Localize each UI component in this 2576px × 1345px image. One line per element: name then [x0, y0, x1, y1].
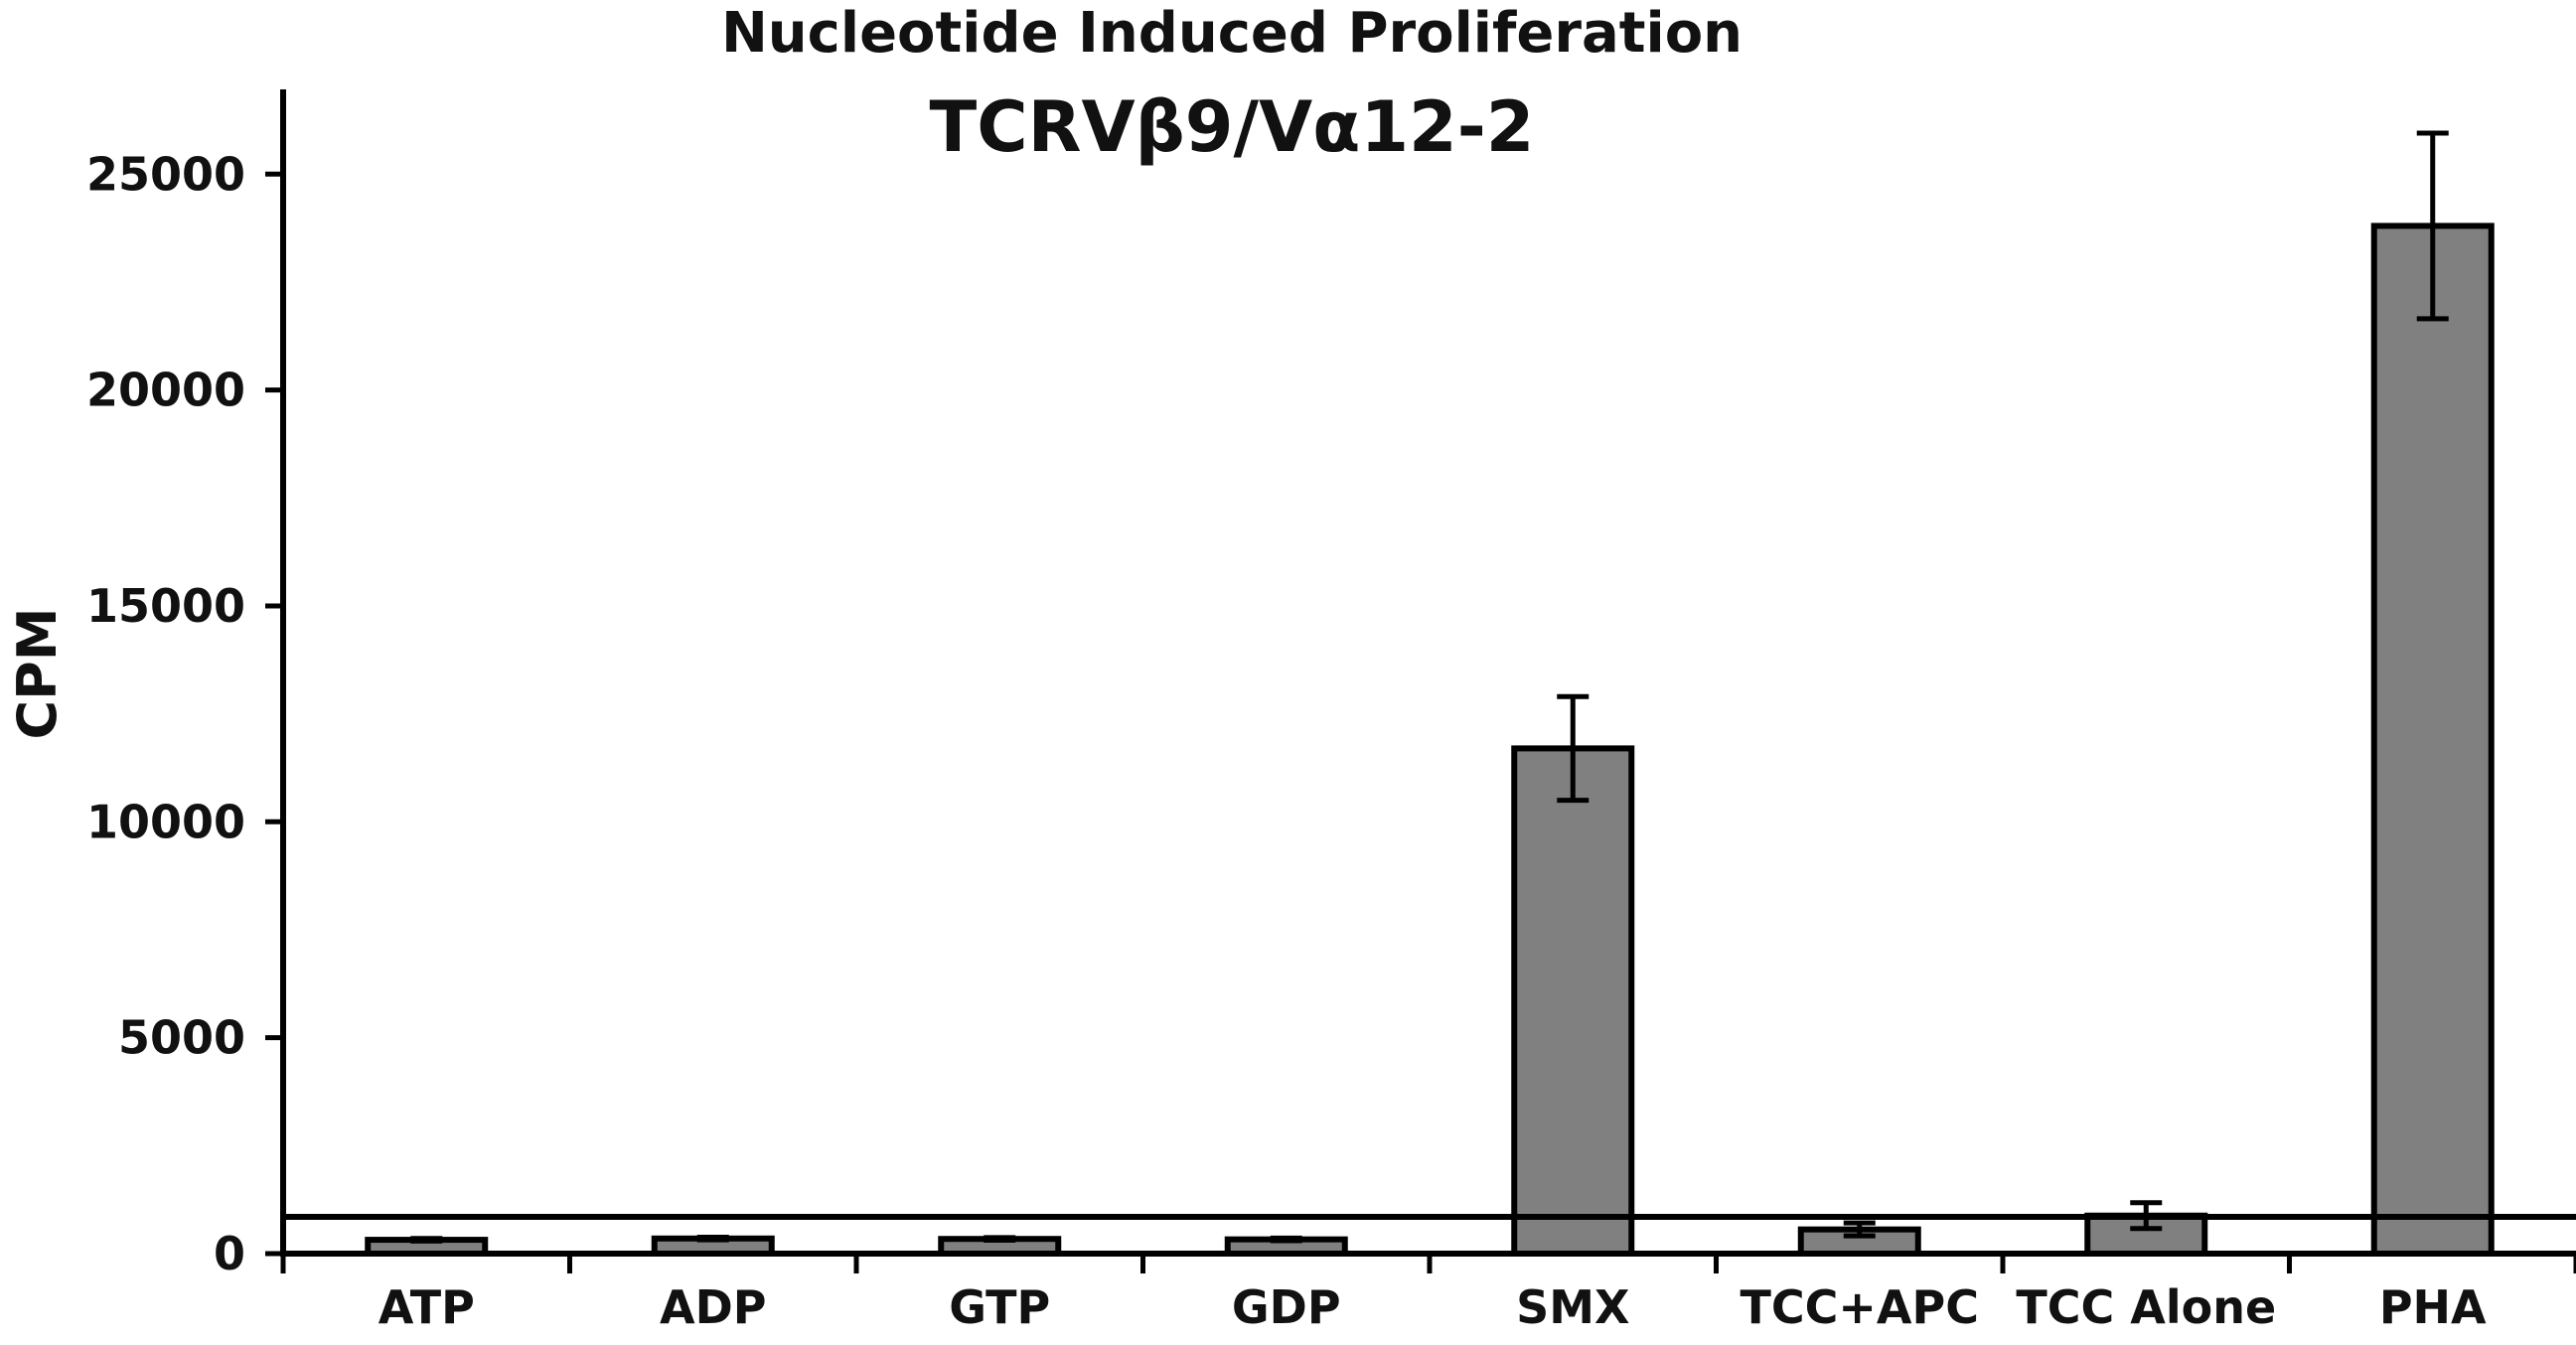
x-tick-label: ATP — [379, 1280, 475, 1334]
y-tick-label: 10000 — [86, 795, 245, 848]
y-tick-label: 20000 — [86, 364, 245, 417]
x-tick-label: GDP — [1232, 1280, 1341, 1334]
bar-pha — [2370, 223, 2495, 1258]
x-tick-label: GTP — [949, 1280, 1050, 1334]
y-tick-label: 15000 — [86, 579, 245, 633]
x-tick-label: ADP — [660, 1280, 767, 1334]
chart-subtitle: TCRVβ9/Vα12-2 — [929, 86, 1534, 168]
x-tick-label: TCC Alone — [2016, 1280, 2276, 1334]
y-tick-label: 25000 — [86, 147, 245, 201]
bar-smx — [1511, 745, 1635, 1257]
chart-title: Nucleotide Induced Proliferation — [721, 1, 1743, 66]
y-tick-label: 5000 — [118, 1011, 245, 1065]
y-axis-label: CPM — [6, 608, 69, 740]
plot-area: 0 5000 10000 15000 20000 25000 ATP ADP GTP GDP SMX… — [86, 89, 2576, 1334]
x-tick-label: PHA — [2379, 1280, 2487, 1334]
x-tick-label: TCC+APC — [1740, 1280, 1979, 1334]
y-tick-label: 0 — [214, 1227, 245, 1280]
x-tick-label: SMX — [1516, 1280, 1629, 1334]
